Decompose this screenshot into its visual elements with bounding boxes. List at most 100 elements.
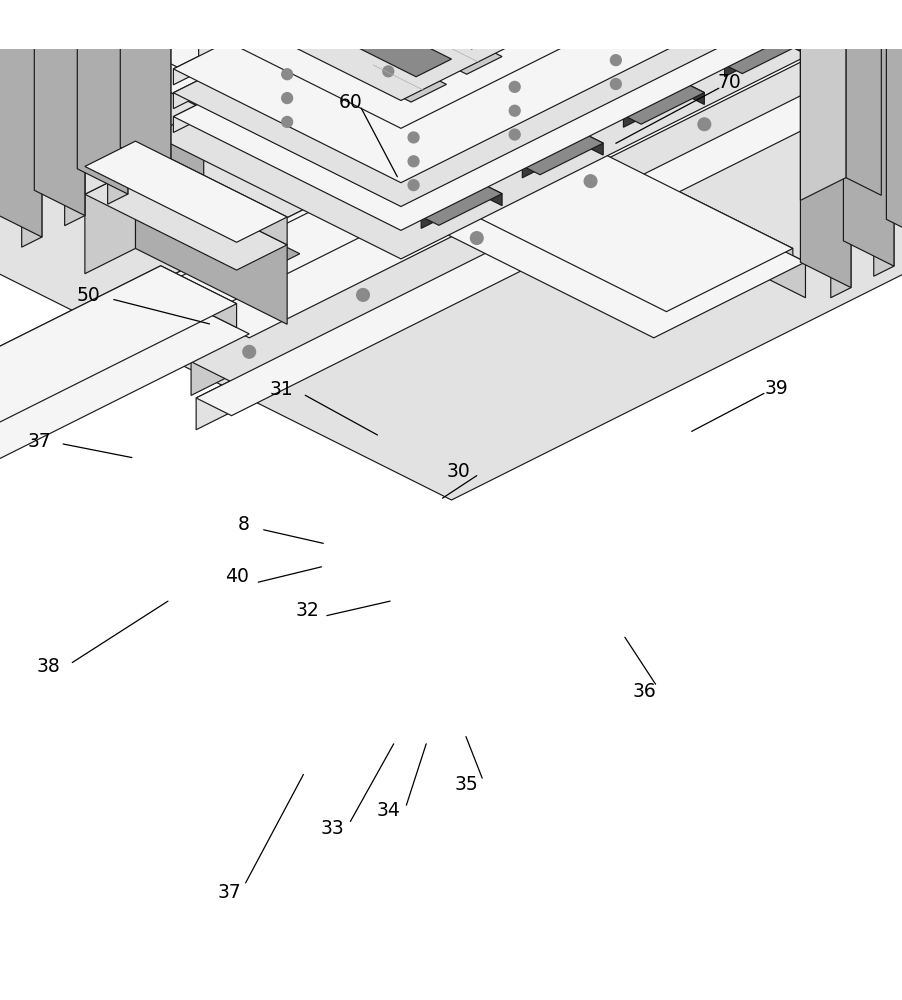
Polygon shape [198, 0, 855, 128]
Polygon shape [686, 84, 704, 104]
Polygon shape [799, 0, 845, 200]
Polygon shape [9, 0, 792, 312]
Polygon shape [406, 26, 502, 74]
Polygon shape [211, 80, 274, 123]
Polygon shape [723, 33, 787, 77]
Polygon shape [873, 0, 893, 276]
Polygon shape [85, 141, 135, 194]
Polygon shape [78, 0, 128, 194]
Polygon shape [198, 0, 653, 59]
Polygon shape [805, 0, 902, 11]
Circle shape [483, 15, 494, 26]
Polygon shape [420, 185, 483, 228]
Polygon shape [151, 0, 170, 183]
Polygon shape [196, 57, 902, 416]
Polygon shape [350, 54, 446, 102]
Polygon shape [521, 134, 584, 178]
Circle shape [711, 4, 722, 15]
Polygon shape [0, 71, 128, 234]
Circle shape [509, 129, 520, 140]
Circle shape [356, 289, 369, 301]
Text: 38: 38 [37, 657, 60, 676]
Polygon shape [148, 0, 855, 323]
Circle shape [408, 156, 419, 167]
Polygon shape [236, 241, 299, 273]
Polygon shape [173, 0, 880, 300]
Polygon shape [438, 140, 502, 172]
Polygon shape [9, 0, 135, 3]
Circle shape [281, 116, 292, 127]
Polygon shape [173, 0, 653, 109]
Polygon shape [0, 0, 148, 45]
Polygon shape [107, 0, 128, 204]
Text: 60: 60 [338, 93, 362, 112]
Polygon shape [521, 134, 603, 175]
Polygon shape [198, 0, 653, 27]
Polygon shape [375, 29, 393, 50]
Circle shape [243, 345, 255, 358]
Circle shape [408, 180, 419, 191]
Polygon shape [0, 0, 805, 338]
Circle shape [382, 66, 393, 77]
Text: 50: 50 [77, 286, 100, 305]
Polygon shape [196, 57, 878, 430]
Polygon shape [855, 0, 902, 20]
Polygon shape [400, 0, 507, 49]
Polygon shape [787, 33, 805, 54]
Polygon shape [173, 0, 653, 132]
Text: 40: 40 [225, 567, 248, 586]
Polygon shape [312, 29, 375, 73]
Polygon shape [337, 191, 400, 222]
Polygon shape [135, 169, 287, 324]
Polygon shape [539, 89, 603, 121]
Polygon shape [173, 0, 902, 305]
Polygon shape [120, 0, 170, 173]
Polygon shape [741, 0, 805, 20]
Text: 31: 31 [270, 380, 293, 399]
Circle shape [382, 42, 393, 53]
Polygon shape [191, 20, 902, 384]
Polygon shape [723, 33, 805, 74]
Text: 39: 39 [764, 379, 787, 398]
Polygon shape [34, 0, 85, 216]
Polygon shape [456, 0, 562, 21]
Polygon shape [274, 80, 292, 101]
Polygon shape [0, 0, 502, 176]
Polygon shape [653, 0, 880, 6]
Polygon shape [0, 266, 161, 505]
Polygon shape [622, 84, 686, 127]
Polygon shape [148, 0, 805, 298]
Polygon shape [653, 0, 902, 40]
Circle shape [281, 69, 292, 80]
Polygon shape [135, 141, 287, 245]
Text: 37: 37 [28, 432, 51, 451]
Polygon shape [148, 0, 653, 166]
Polygon shape [413, 0, 476, 22]
Polygon shape [517, 0, 612, 19]
Polygon shape [173, 0, 880, 230]
Text: 36: 36 [632, 682, 656, 701]
Circle shape [382, 18, 393, 29]
Text: 30: 30 [446, 462, 470, 481]
Circle shape [509, 81, 520, 92]
Polygon shape [211, 80, 292, 120]
Polygon shape [312, 29, 393, 70]
Polygon shape [148, 0, 902, 338]
Polygon shape [640, 39, 704, 70]
Polygon shape [461, 0, 557, 46]
Polygon shape [0, 266, 236, 519]
Circle shape [610, 31, 621, 42]
Text: 34: 34 [376, 801, 400, 820]
Text: 35: 35 [454, 775, 477, 794]
Polygon shape [161, 266, 236, 328]
Polygon shape [0, 0, 902, 500]
Circle shape [610, 79, 621, 89]
Polygon shape [173, 0, 880, 183]
Polygon shape [128, 71, 204, 179]
Polygon shape [0, 283, 148, 538]
Polygon shape [845, 0, 880, 195]
Circle shape [811, 61, 824, 74]
Polygon shape [420, 185, 502, 225]
Circle shape [697, 118, 710, 131]
Polygon shape [135, 0, 792, 268]
